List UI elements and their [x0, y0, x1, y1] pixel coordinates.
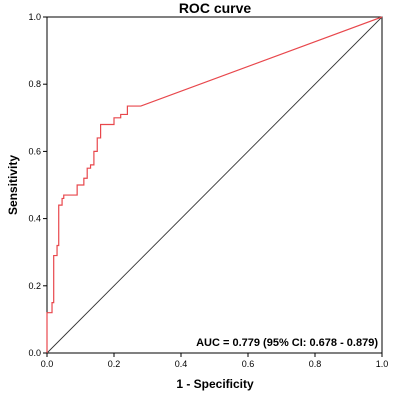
- y-tick-label: 0.2: [28, 281, 41, 291]
- y-tick-label: 1.0: [28, 12, 41, 22]
- reference-diagonal-line: [46, 16, 383, 354]
- y-tick-label: 0.4: [28, 214, 41, 224]
- roc-curve-layer: [46, 16, 383, 353]
- y-axis-label: Sensitivity: [6, 155, 20, 215]
- y-tick-label: 0.8: [28, 79, 41, 89]
- x-axis-ticks: 0.0 0.2 0.4 0.6 0.8 1.0: [41, 353, 389, 369]
- y-axis-ticks: 0.0 0.2 0.4 0.6 0.8 1.0: [28, 12, 47, 358]
- x-axis-label: 1 - Specificity: [176, 377, 254, 391]
- x-tick-label: 0.4: [175, 359, 188, 369]
- x-tick-label: 0.0: [41, 359, 54, 369]
- y-tick-label: 0.0: [28, 348, 41, 358]
- plot-area: [46, 16, 383, 354]
- x-tick-label: 0.2: [108, 359, 121, 369]
- reference-line-layer: [46, 16, 383, 354]
- x-tick-label: 0.8: [309, 359, 322, 369]
- y-tick-label: 0.6: [28, 146, 41, 156]
- chart-title: ROC curve: [179, 0, 252, 16]
- auc-annotation: AUC = 0.779 (95% CI: 0.678 - 0.879): [196, 337, 378, 349]
- x-tick-label: 1.0: [376, 359, 389, 369]
- roc-curve-line: [46, 16, 383, 353]
- x-tick-label: 0.6: [242, 359, 255, 369]
